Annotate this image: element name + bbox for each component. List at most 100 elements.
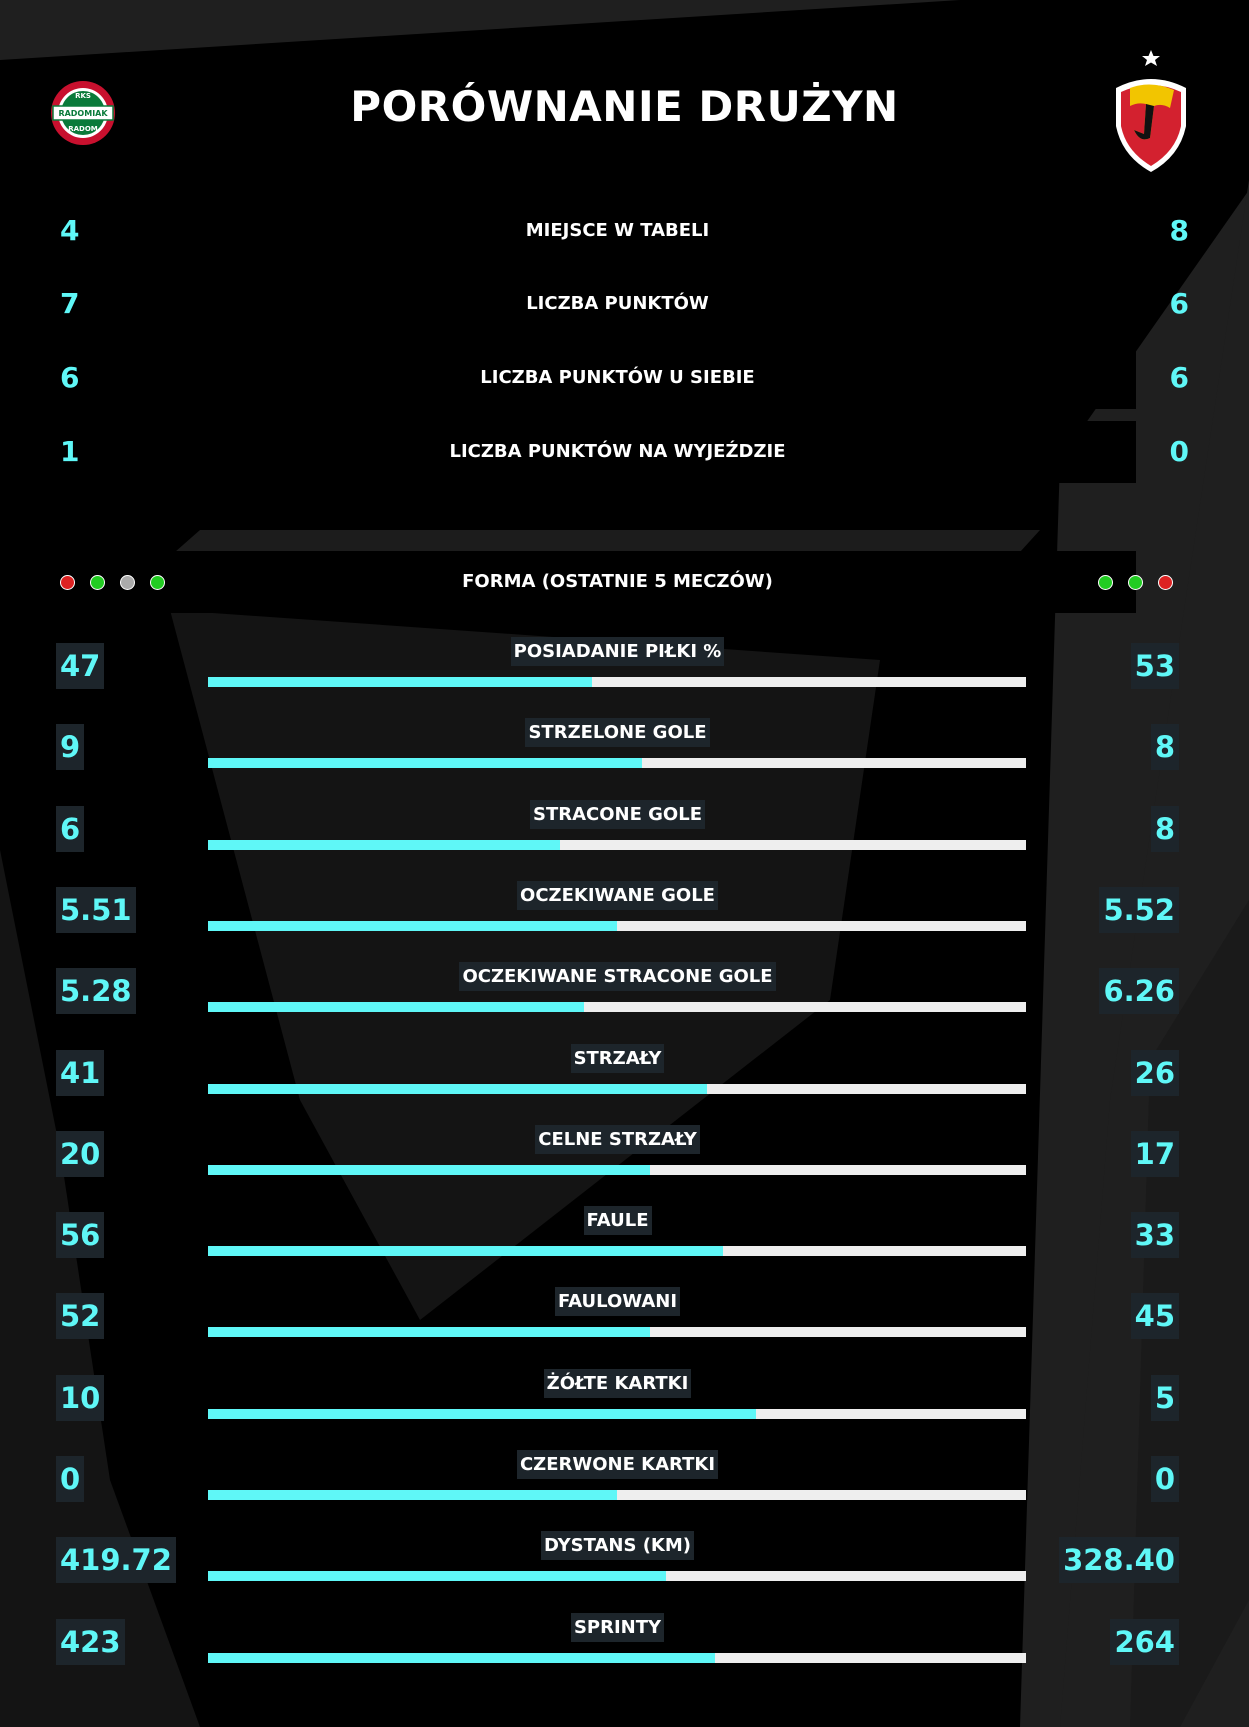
comparison-bar-fill (208, 1408, 757, 1419)
home-value: 52 (56, 1293, 105, 1340)
form-row: FORMA (OSTATNIE 5 MECZÓW) (0, 551, 1249, 613)
radomiak-crest-icon: RKS RADOMIAK RADOM (51, 81, 115, 145)
stat-label: STRZAŁY (570, 1043, 665, 1073)
stat-row: 6 STRACONE GOLE 8 (0, 799, 1249, 870)
row-background (113, 273, 1136, 335)
home-value: 20 (56, 1130, 105, 1177)
away-value: 264 (1110, 1618, 1179, 1665)
away-value: 17 (1130, 1130, 1179, 1177)
home-value: 0 (56, 1456, 85, 1502)
away-value: 6.26 (1099, 968, 1179, 1015)
comparison-bar-fill (208, 758, 642, 769)
form-draw-dot (120, 574, 135, 590)
away-value: 8 (1169, 214, 1189, 247)
stat-row: 423 SPRINTY 264 (0, 1612, 1249, 1683)
row-background (180, 347, 1136, 409)
home-value: 6 (56, 805, 85, 852)
home-value: 7 (60, 287, 80, 320)
stat-label: CELNE STRZAŁY (535, 1124, 700, 1154)
stat-label: SPRINTY (570, 1612, 665, 1642)
comparison-bar-fill (208, 1083, 707, 1094)
stat-label: FAULE (583, 1206, 652, 1236)
away-value: 26 (1130, 1049, 1179, 1096)
home-value: 1 (60, 435, 80, 468)
jagiellonia-crest-icon (1116, 50, 1186, 172)
stat-label: FAULOWANI (554, 1287, 681, 1317)
stat-label: OCZEKIWANE GOLE (517, 880, 718, 910)
home-value: 6 (60, 361, 80, 394)
comparison-bar (208, 1571, 1026, 1582)
row-background (250, 421, 1136, 483)
summary-row: 6 LICZBA PUNKTÓW U SIEBIE 6 (0, 347, 1249, 409)
away-value: 0 (1150, 1456, 1179, 1502)
stat-row: 56 FAULE 33 (0, 1206, 1249, 1276)
summary-row: 4 MIEJSCE W TABELI 8 (0, 200, 1249, 262)
home-value: 41 (56, 1049, 105, 1096)
home-value: 9 (56, 724, 85, 771)
stat-row: 5.51 OCZEKIWANE GOLE 5.52 (0, 880, 1249, 951)
stat-row: 419.72 DYSTANS (KM) 328.40 (0, 1531, 1249, 1601)
away-value: 53 (1130, 643, 1179, 689)
away-value: 0 (1169, 435, 1189, 468)
stat-label: OCZEKIWANE STRACONE GOLE (459, 962, 776, 992)
form-win-dot (1128, 574, 1143, 590)
svg-text:RKS: RKS (75, 92, 91, 100)
svg-text:RADOMIAK: RADOMIAK (58, 109, 108, 118)
comparison-bar (208, 920, 1026, 931)
comparison-bar (208, 1002, 1026, 1013)
form-loss-dot (60, 574, 75, 590)
stat-label: LICZBA PUNKTÓW (526, 293, 709, 314)
stat-row: 52 FAULOWANI 45 (0, 1287, 1249, 1357)
comparison-bar-fill (208, 920, 617, 931)
away-value: 33 (1130, 1212, 1179, 1259)
summary-row: 1 LICZBA PUNKTÓW NA WYJEŹDZIE 0 (0, 421, 1249, 483)
home-value: 4 (60, 214, 80, 247)
comparison-bar-fill (208, 1490, 617, 1500)
stat-row: 20 CELNE STRZAŁY 17 (0, 1124, 1249, 1195)
svg-text:RADOM: RADOM (68, 125, 98, 133)
away-value: 45 (1130, 1293, 1179, 1340)
away-value: 6 (1169, 361, 1189, 394)
stat-label: MIEJSCE W TABELI (525, 220, 710, 241)
comparison-bar (208, 839, 1026, 850)
form-win-dot (150, 574, 165, 590)
away-value: 8 (1150, 805, 1179, 852)
home-value: 5.28 (56, 968, 136, 1015)
stat-label: LICZBA PUNKTÓW NA WYJEŹDZIE (449, 441, 786, 462)
comparison-bar (208, 1408, 1026, 1419)
stat-row: 5.28 OCZEKIWANE STRACONE GOLE 6.26 (0, 962, 1249, 1032)
comparison-bar-fill (208, 1327, 650, 1338)
home-value: 47 (56, 643, 105, 689)
home-form (60, 551, 165, 613)
stat-label: LICZBA PUNKTÓW U SIEBIE (480, 367, 755, 388)
form-loss-dot (1158, 574, 1173, 590)
comparison-bar-fill (208, 1164, 650, 1175)
comparison-bar (208, 758, 1026, 769)
stat-row: 41 STRZAŁY 26 (0, 1043, 1249, 1114)
comparison-bar (208, 1246, 1026, 1257)
comparison-bar (208, 1490, 1026, 1500)
home-value: 10 (56, 1374, 105, 1421)
summary-row: 7 LICZBA PUNKTÓW 6 (0, 273, 1249, 335)
comparison-bar (208, 1164, 1026, 1175)
comparison-bar-fill (208, 1002, 585, 1013)
away-value: 5.52 (1099, 886, 1179, 933)
form-win-dot (90, 574, 105, 590)
row-background (170, 551, 1136, 613)
stat-label: ŻÓŁTE KARTKI (543, 1368, 692, 1398)
home-value: 419.72 (56, 1537, 176, 1584)
stat-row: 9 STRZELONE GOLE 8 (0, 718, 1249, 788)
stat-label: DYSTANS (KM) (540, 1531, 695, 1561)
home-value: 56 (56, 1212, 105, 1259)
comparison-bar-fill (208, 1571, 667, 1582)
away-form (1098, 551, 1173, 613)
away-value: 328.40 (1059, 1537, 1179, 1584)
stat-label: POSIADANIE PIŁKI % (510, 637, 725, 666)
form-label: FORMA (OSTATNIE 5 MECZÓW) (462, 571, 773, 592)
comparison-bar-fill (208, 839, 560, 850)
stat-label: CZERWONE KARTKI (516, 1450, 719, 1479)
away-value: 5 (1150, 1374, 1179, 1421)
comparison-bar (208, 1327, 1026, 1338)
comparison-bar (208, 677, 1026, 687)
comparison-bar (208, 1083, 1026, 1094)
